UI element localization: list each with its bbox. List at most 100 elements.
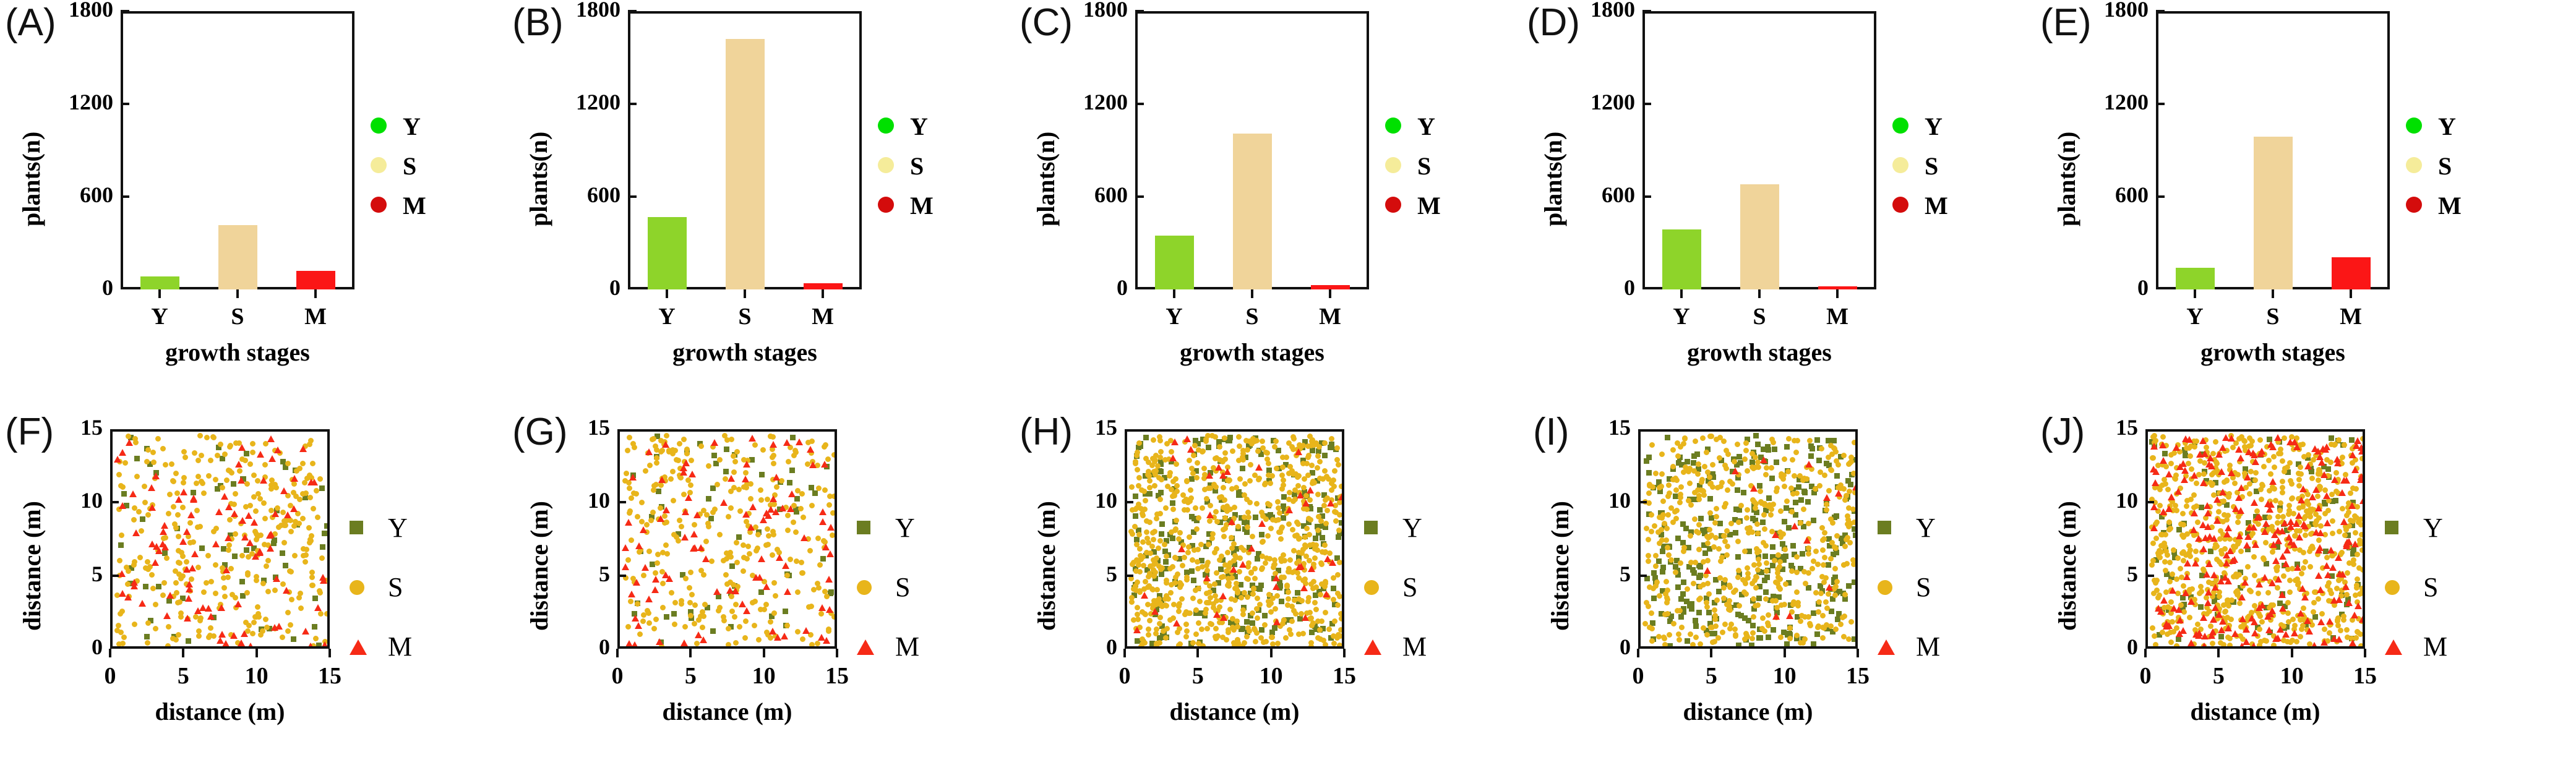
bar-Y[interactable] <box>1154 235 1194 289</box>
data-point-M <box>320 641 327 646</box>
data-point-S <box>2221 570 2227 576</box>
data-point-S <box>1841 485 1847 492</box>
data-point-S <box>251 494 257 500</box>
data-point-Y <box>786 479 792 485</box>
data-point-M <box>2265 626 2273 634</box>
data-point-S <box>2346 523 2353 529</box>
y-tick-mark <box>1638 501 1647 504</box>
data-point-S <box>1736 471 1742 477</box>
data-point-S <box>1279 454 1286 460</box>
data-point-S <box>762 607 768 613</box>
data-point-M <box>786 505 794 512</box>
data-point-S <box>1837 482 1844 489</box>
data-point-S <box>2255 591 2261 597</box>
bar-S[interactable] <box>1740 184 1779 289</box>
data-point-S <box>226 542 232 549</box>
data-point-S <box>2154 578 2160 584</box>
bar-S[interactable] <box>1232 133 1272 289</box>
data-point-S <box>1768 464 1774 471</box>
data-point-S <box>735 584 741 590</box>
legend-label: Y <box>895 513 915 543</box>
y-tick-label: 600 <box>1094 182 1128 207</box>
bar-M[interactable] <box>1310 284 1350 289</box>
data-point-M <box>2323 443 2330 451</box>
data-point-S <box>1707 481 1713 487</box>
data-point-Y <box>1660 588 1666 594</box>
data-point-S <box>2285 566 2291 572</box>
data-point-M <box>2305 628 2313 635</box>
data-point-S <box>2353 635 2359 641</box>
data-point-S <box>625 557 632 563</box>
bar-Y[interactable] <box>647 216 687 289</box>
y-axis-title: plants(n) <box>17 131 45 226</box>
data-point-M <box>2238 484 2246 492</box>
bar-S[interactable] <box>2253 136 2293 289</box>
data-point-S <box>1806 551 1812 557</box>
bar-M[interactable] <box>803 283 843 289</box>
data-point-S <box>720 614 726 620</box>
data-point-S <box>2188 466 2194 472</box>
data-point-S <box>731 453 736 459</box>
bar-M[interactable] <box>296 271 335 289</box>
data-point-S <box>1185 544 1191 550</box>
data-point-S <box>1819 574 1826 580</box>
bar-S[interactable] <box>725 39 765 289</box>
data-point-S <box>1771 558 1777 564</box>
data-point-S <box>2155 463 2162 469</box>
data-point-S <box>1666 552 1672 558</box>
bar-M[interactable] <box>1818 286 1857 289</box>
data-point-S <box>252 614 258 620</box>
data-point-S <box>2291 626 2298 633</box>
data-point-Y <box>1727 532 1733 538</box>
data-point-S <box>1750 451 1756 457</box>
data-point-S <box>1727 604 1733 610</box>
data-point-S <box>1286 497 1292 503</box>
data-point-S <box>1832 626 1839 633</box>
data-point-S <box>2209 580 2215 586</box>
data-point-Y <box>2158 513 2165 519</box>
panel-label: (B) <box>512 1 564 44</box>
data-point-S <box>808 450 814 456</box>
data-point-S <box>2356 565 2362 571</box>
data-point-Y <box>1144 567 1151 573</box>
data-point-S <box>268 486 275 492</box>
data-point-S <box>799 570 805 576</box>
data-point-S <box>692 522 698 528</box>
data-point-S <box>1224 464 1230 471</box>
data-point-M <box>2200 643 2208 646</box>
data-point-M <box>719 499 728 506</box>
bar-M[interactable] <box>2331 257 2371 289</box>
data-point-S <box>1655 529 1662 535</box>
data-point-S <box>2334 617 2340 623</box>
y-tick-label: 0 <box>2137 275 2149 300</box>
bar-Y[interactable] <box>2175 268 2215 289</box>
data-point-S <box>1308 443 1315 449</box>
data-point-S <box>1281 482 1287 489</box>
data-point-S <box>784 513 791 519</box>
bar-S[interactable] <box>218 225 257 289</box>
data-point-S <box>1780 476 1787 482</box>
bar-Y[interactable] <box>1662 229 1701 289</box>
data-point-S <box>829 532 835 539</box>
y-tick-mark <box>1638 574 1647 577</box>
data-point-S <box>1786 436 1792 442</box>
data-point-S <box>2160 434 2166 440</box>
bar-Y[interactable] <box>140 276 179 289</box>
data-point-S <box>1164 484 1170 490</box>
data-point-S <box>1308 581 1315 588</box>
data-point-S <box>1203 610 1208 617</box>
data-point-S <box>1331 596 1337 602</box>
data-point-Y <box>1160 632 1166 638</box>
data-point-M <box>2219 618 2227 625</box>
data-point-Y <box>1708 515 1714 521</box>
data-point-M <box>2271 531 2279 539</box>
data-point-S <box>1240 447 1246 453</box>
data-point-Y <box>1781 629 1787 635</box>
data-point-S <box>1674 440 1680 447</box>
data-point-S <box>1236 443 1242 449</box>
data-point-S <box>728 505 734 511</box>
data-point-S <box>771 501 778 507</box>
data-point-S <box>1686 469 1692 475</box>
data-point-S <box>765 542 771 548</box>
data-point-M <box>225 503 233 510</box>
